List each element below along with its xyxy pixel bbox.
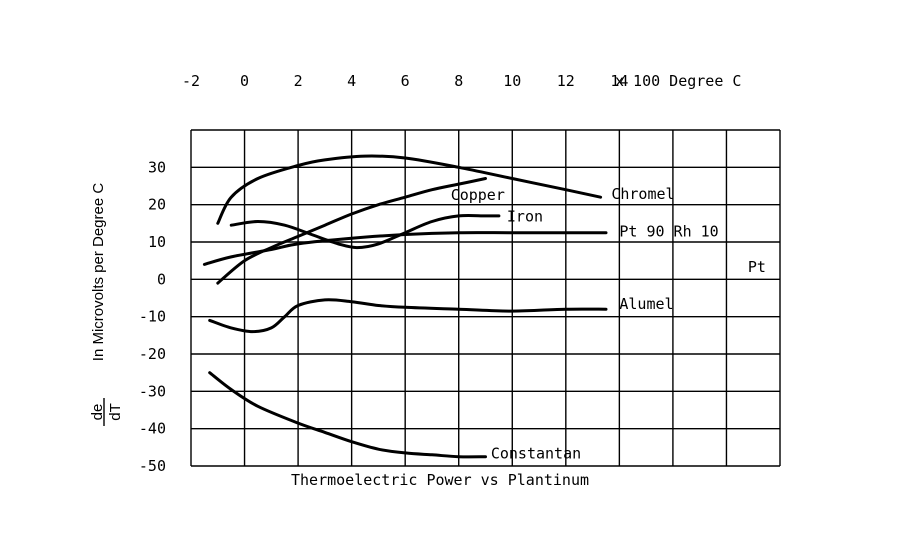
- y-tick-label: 20: [148, 196, 166, 214]
- y-axis-fraction: de dT: [89, 398, 124, 426]
- y-tick-label: -40: [139, 420, 166, 438]
- svg-text:de: de: [89, 404, 106, 421]
- chart-title: Thermoelectric Power vs Plantinum: [291, 471, 589, 489]
- curve-iron: [229, 213, 501, 250]
- curve-chromel: [216, 154, 603, 225]
- x-axis-label: x 100 Degree C: [615, 72, 741, 90]
- series-label-copper: Copper: [451, 186, 505, 204]
- x-tick-label: 14: [610, 72, 628, 90]
- x-tick-labels: -2 0 2 4 6 8 10 12 14: [182, 72, 628, 90]
- x-tick-label: 4: [347, 72, 356, 90]
- y-tick-label: 10: [148, 233, 166, 251]
- svg-text:In Microvolts per Degree C: In Microvolts per Degree C: [90, 183, 107, 362]
- y-tick-label: 0: [157, 270, 166, 288]
- y-tick-label: -10: [139, 308, 166, 326]
- series-label-iron: Iron: [507, 207, 543, 225]
- y-tick-labels: 30 20 10 0 -10 -20 -30 -40 -50: [139, 158, 166, 475]
- y-tick-label: -30: [139, 382, 166, 400]
- x-tick-label: -2: [182, 72, 200, 90]
- grid: [190, 129, 781, 467]
- series-label-pt-90-rh-10: Pt 90 Rh 10: [619, 222, 718, 240]
- curve-constantan: [208, 371, 487, 459]
- series-label-alumel: Alumel: [619, 295, 673, 313]
- y-tick-label: 30: [148, 158, 166, 176]
- svg-text:dT: dT: [107, 403, 124, 421]
- y-tick-label: -50: [139, 457, 166, 475]
- curve-pt-90-rh-10: [202, 231, 608, 266]
- series-label-constantan: Constantan: [491, 445, 581, 463]
- y-axis-label: In Microvolts per Degree C: [90, 183, 107, 362]
- x-tick-label: 2: [294, 72, 303, 90]
- series-label-pt: Pt: [748, 258, 766, 276]
- y-tick-label: -20: [139, 345, 166, 363]
- curve-alumel: [208, 298, 608, 334]
- x-tick-label: 10: [503, 72, 521, 90]
- curves: [202, 154, 608, 459]
- x-tick-label: 8: [454, 72, 463, 90]
- x-tick-label: 12: [557, 72, 575, 90]
- series-label-chromel: Chromel: [611, 185, 674, 203]
- x-tick-label: 6: [401, 72, 410, 90]
- x-tick-label: 0: [240, 72, 249, 90]
